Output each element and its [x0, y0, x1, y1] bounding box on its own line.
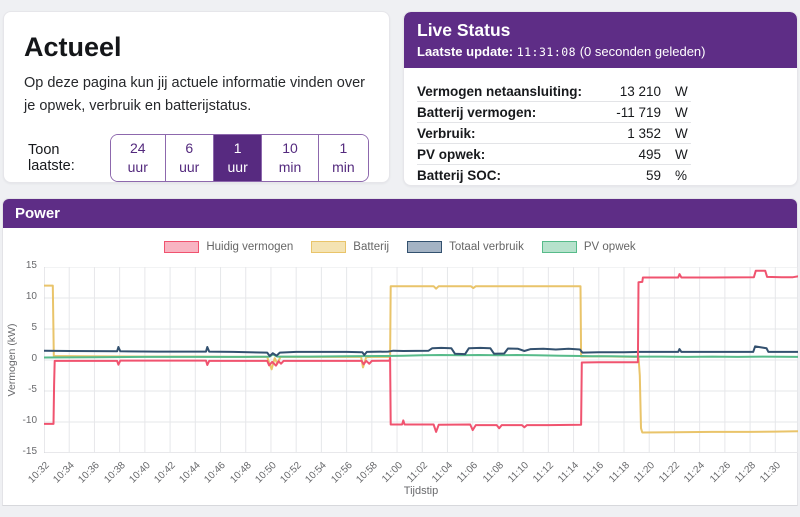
power-chart: Huidig vermogen Batterij Totaal verbruik PV…	[3, 228, 798, 505]
live-status-table: Vermogen netaansluiting: 13 210 W Batter…	[417, 81, 691, 185]
y-tick-label: 15	[25, 260, 37, 271]
status-row-unit: W	[661, 143, 691, 165]
live-status-update: Laatste update: 11:31:08 (0 seconden gel…	[417, 44, 784, 59]
legend-swatch	[311, 241, 347, 253]
y-tick-label: -10	[22, 415, 37, 426]
intro-description: Op deze pagina kun jij actuele informati…	[24, 75, 365, 114]
top-row: Actueel Op deze pagina kun jij actuele i…	[0, 0, 800, 186]
legend-item[interactable]: Batterij	[311, 241, 389, 253]
y-tick-label: 0	[31, 353, 37, 364]
range-button-1-min[interactable]: 1 min	[317, 134, 368, 181]
range-button-10-min[interactable]: 10 min	[261, 134, 318, 181]
live-status-header: Live Status Laatste update: 11:31:08 (0 …	[404, 12, 797, 68]
range-row: Toon laatste: 24 uur 6 uur 1 uur 10 min …	[24, 133, 369, 182]
status-row-label: Batterij SOC:	[417, 164, 597, 185]
legend-item[interactable]: Huidig vermogen	[164, 241, 293, 253]
status-row: Vermogen netaansluiting: 13 210 W	[417, 81, 691, 102]
status-row-unit: W	[661, 122, 691, 144]
range-button-6-uur[interactable]: 6 uur	[164, 134, 213, 181]
page-title: Actueel	[24, 32, 122, 62]
status-row-label: Verbruik:	[417, 122, 597, 144]
y-tick-label: 10	[25, 291, 37, 302]
status-row: Batterij vermogen: -11 719 W	[417, 101, 691, 123]
status-row-unit: W	[661, 81, 691, 102]
status-row-value: 13 210	[597, 81, 661, 102]
chart-plot-area[interactable]	[44, 267, 798, 453]
status-row-value: -11 719	[597, 101, 661, 123]
y-tick-label: 5	[31, 322, 37, 333]
status-row-label: Vermogen netaansluiting:	[417, 81, 597, 102]
update-ago: (0 seconden geleden)	[579, 44, 706, 59]
power-panel: Power Huidig vermogen Batterij Totaal verb…	[2, 198, 798, 506]
legend-swatch	[164, 241, 200, 253]
intro-card: Actueel Op deze pagina kun jij actuele i…	[3, 11, 390, 183]
y-tick-label: -15	[22, 446, 37, 457]
range-button-group: 24 uur 6 uur 1 uur 10 min 1 min	[109, 133, 369, 182]
range-button-1-uur[interactable]: 1 uur	[212, 134, 262, 181]
y-tick-label: -5	[28, 384, 37, 395]
status-row-value: 495	[597, 143, 661, 165]
status-row: PV opwek: 495 W	[417, 143, 691, 165]
legend-label: Batterij	[353, 241, 390, 253]
chart-legend: Huidig vermogen Batterij Totaal verbruik PV…	[3, 241, 797, 253]
power-panel-title: Power	[3, 199, 797, 228]
x-axis-title: Tijdstip	[403, 485, 439, 497]
status-row: Verbruik: 1 352 W	[417, 122, 691, 144]
status-row-unit: W	[661, 101, 691, 123]
legend-item[interactable]: PV opwek	[541, 241, 636, 253]
live-status-body: Vermogen netaansluiting: 13 210 W Batter…	[404, 68, 797, 185]
update-label: Laatste update:	[417, 44, 514, 59]
status-row-label: Batterij vermogen:	[417, 101, 597, 123]
legend-swatch	[541, 241, 577, 253]
legend-label: Huidig vermogen	[206, 241, 294, 253]
legend-label: Totaal verbruik	[449, 241, 524, 253]
status-row: Batterij SOC: 59 %	[417, 164, 691, 185]
range-label: Toon laatste:	[28, 141, 75, 174]
range-button-24-uur[interactable]: 24 uur	[110, 134, 165, 181]
live-status-card: Live Status Laatste update: 11:31:08 (0 …	[403, 11, 798, 186]
legend-swatch	[407, 241, 443, 253]
update-time: 11:31:08	[516, 45, 577, 59]
legend-item[interactable]: Totaal verbruik	[407, 241, 524, 253]
status-row-value: 59	[597, 164, 661, 185]
live-status-title: Live Status	[417, 20, 511, 40]
status-row-unit: %	[661, 164, 691, 185]
legend-label: PV opwek	[583, 241, 636, 253]
status-row-value: 1 352	[597, 122, 661, 144]
status-row-label: PV opwek:	[417, 143, 597, 165]
